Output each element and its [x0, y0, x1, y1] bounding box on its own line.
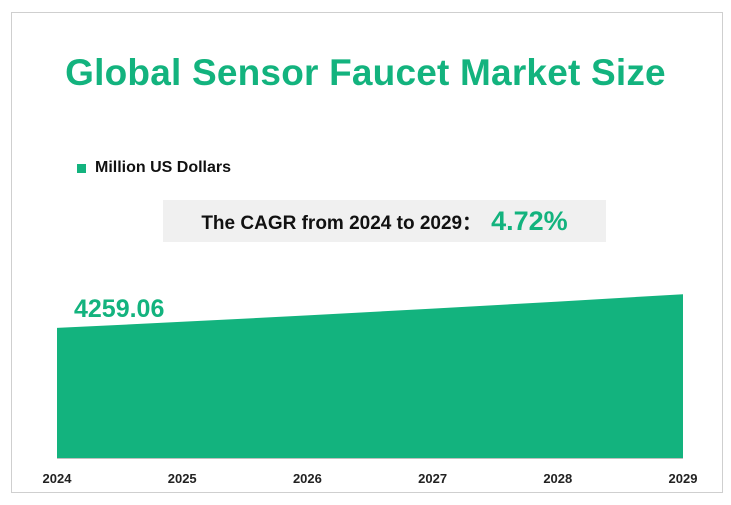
data-label-2024: 4259.06 — [74, 295, 165, 323]
cagr-banner: The CAGR from 2024 to 2029： 4.72% — [163, 200, 606, 242]
x-tick-label-2026: 2026 — [293, 471, 322, 486]
x-tick-label-2028: 2028 — [543, 471, 572, 486]
legend: Million US Dollars — [77, 159, 231, 177]
legend-label: Million US Dollars — [95, 159, 232, 176]
x-tick-label-2025: 2025 — [168, 471, 197, 486]
x-tick-label-2024: 2024 — [43, 471, 73, 486]
chart-title: Global Sensor Faucet Market Size — [65, 52, 666, 93]
x-tick-label-2027: 2027 — [418, 471, 447, 486]
x-tick-label-2029: 2029 — [669, 471, 698, 486]
cagr-value: 4.72% — [491, 205, 568, 236]
legend-swatch — [77, 163, 86, 173]
area-series-million-us-dollars — [57, 294, 683, 458]
x-axis-ticks: 2024 2025 2026 2027 2028 2029 — [43, 471, 698, 486]
cagr-text: The CAGR from 2024 to 2029： — [201, 212, 482, 234]
